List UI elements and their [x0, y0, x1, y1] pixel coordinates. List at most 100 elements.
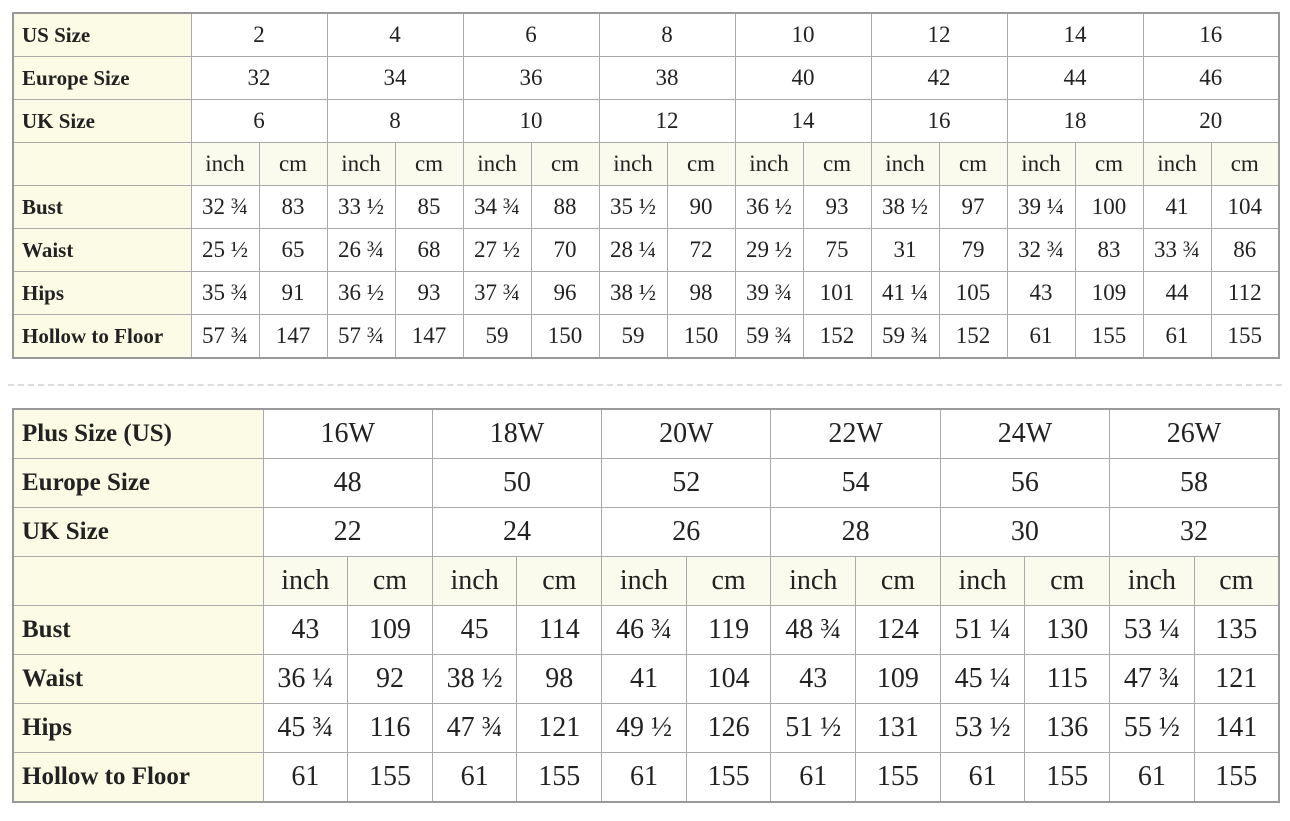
measure-cell: 45 ¾	[262, 703, 349, 753]
size-cell: 40	[734, 56, 872, 100]
measure-row: Waist 36 ¼ 92 38 ½ 98 41 104 43 109 45 ¼ 115 47 ¾ 12…	[12, 654, 1280, 704]
measure-cell: 47 ¾	[1109, 654, 1195, 704]
measure-cell: 147	[394, 314, 464, 359]
unit-cell: inch	[326, 142, 396, 186]
empty-cell	[12, 142, 192, 186]
unit-cell: inch	[462, 142, 532, 186]
measure-cell: 37 ¾	[462, 271, 532, 315]
measure-cell: 38 ½	[870, 185, 940, 229]
measure-cell: 43	[770, 654, 857, 704]
measure-cell: 93	[802, 185, 872, 229]
measure-cell: 33 ½	[326, 185, 396, 229]
measure-cell: 114	[516, 605, 603, 655]
size-cell: 10	[734, 12, 872, 57]
size-cell: 46	[1142, 56, 1280, 100]
row-label: Hips	[12, 271, 192, 315]
row-label: Hips	[12, 703, 264, 753]
size-cell: 18W	[431, 408, 603, 459]
row-label: US Size	[12, 12, 192, 57]
size-cell: 20W	[601, 408, 772, 459]
size-cell: 32	[1109, 507, 1280, 557]
header-row: Europe Size 48 50 52 54 56 58	[12, 458, 1280, 508]
unit-row: inch cm inch cm inch cm inch cm inch cm inch cm inch…	[12, 142, 1280, 186]
size-cell: 12	[870, 12, 1008, 57]
measure-cell: 46 ¾	[601, 605, 687, 655]
measure-cell: 59	[598, 314, 668, 359]
size-cell: 12	[598, 99, 736, 143]
unit-cell: cm	[666, 142, 736, 186]
measure-cell: 100	[1074, 185, 1144, 229]
measure-cell: 59	[462, 314, 532, 359]
header-row: UK Size 22 24 26 28 30 32	[12, 507, 1280, 557]
size-cell: 50	[431, 458, 603, 508]
empty-cell	[12, 556, 264, 606]
size-cell: 28	[770, 507, 941, 557]
size-cell: 16	[1142, 12, 1280, 57]
measure-cell: 86	[1210, 228, 1280, 272]
measure-cell: 150	[666, 314, 736, 359]
measure-cell: 61	[1142, 314, 1212, 359]
measure-cell: 109	[1074, 271, 1144, 315]
row-label: Europe Size	[12, 56, 192, 100]
measure-cell: 141	[1193, 703, 1280, 753]
header-row: US Size 2 4 6 8 10 12 14 16	[12, 12, 1280, 57]
unit-cell: cm	[1074, 142, 1144, 186]
measure-cell: 35 ½	[598, 185, 668, 229]
measure-cell: 34 ¾	[462, 185, 532, 229]
measure-cell: 61	[939, 752, 1026, 803]
measure-cell: 41	[601, 654, 687, 704]
measure-cell: 53 ½	[939, 703, 1026, 753]
unit-cell: cm	[394, 142, 464, 186]
measure-cell: 112	[1210, 271, 1280, 315]
measure-cell: 155	[1024, 752, 1111, 803]
measure-cell: 68	[394, 228, 464, 272]
header-row: Europe Size 32 34 36 38 40 42 44 46	[12, 56, 1280, 100]
measure-cell: 147	[258, 314, 328, 359]
header-row: UK Size 6 8 10 12 14 16 18 20	[12, 99, 1280, 143]
measure-cell: 98	[516, 654, 603, 704]
size-cell: 10	[462, 99, 600, 143]
row-label: Bust	[12, 605, 264, 655]
measure-cell: 27 ½	[462, 228, 532, 272]
row-label: Bust	[12, 185, 192, 229]
measure-cell: 57 ¾	[190, 314, 260, 359]
size-cell: 32	[190, 56, 328, 100]
unit-cell: cm	[1024, 556, 1111, 606]
size-cell: 54	[770, 458, 941, 508]
measure-cell: 83	[1074, 228, 1144, 272]
measure-cell: 155	[516, 752, 603, 803]
measure-cell: 135	[1193, 605, 1280, 655]
size-cell: 14	[1006, 12, 1144, 57]
measure-cell: 124	[855, 605, 941, 655]
measure-cell: 55 ½	[1109, 703, 1195, 753]
measure-cell: 93	[394, 271, 464, 315]
measure-cell: 43	[1006, 271, 1076, 315]
unit-cell: cm	[516, 556, 603, 606]
measure-cell: 72	[666, 228, 736, 272]
measure-row: Bust 32 ¾ 83 33 ½ 85 34 ¾ 88 35 ½ 90 36 ½ 93 38 ½ 97…	[12, 185, 1280, 229]
unit-cell: inch	[870, 142, 940, 186]
row-label: Waist	[12, 228, 192, 272]
unit-cell: inch	[770, 556, 857, 606]
unit-row: inch cm inch cm inch cm inch cm inch cm inch cm	[12, 556, 1280, 606]
measure-cell: 104	[1210, 185, 1280, 229]
size-cell: 56	[939, 458, 1111, 508]
size-table: Plus Size (US) 16W 18W 20W 22W 24W 26W Europe S…	[12, 408, 1280, 803]
measure-cell: 61	[1109, 752, 1195, 803]
size-cell: 30	[939, 507, 1111, 557]
measure-cell: 45	[431, 605, 518, 655]
measure-cell: 41 ¼	[870, 271, 940, 315]
size-cell: 52	[601, 458, 772, 508]
size-cell: 26W	[1109, 408, 1280, 459]
row-label: Europe Size	[12, 458, 264, 508]
unit-cell: cm	[1210, 142, 1280, 186]
measure-cell: 48 ¾	[770, 605, 857, 655]
unit-cell: cm	[530, 142, 600, 186]
unit-cell: cm	[258, 142, 328, 186]
measure-cell: 79	[938, 228, 1008, 272]
unit-cell: inch	[601, 556, 687, 606]
measure-cell: 130	[1024, 605, 1111, 655]
row-label: UK Size	[12, 99, 192, 143]
measure-cell: 26 ¾	[326, 228, 396, 272]
